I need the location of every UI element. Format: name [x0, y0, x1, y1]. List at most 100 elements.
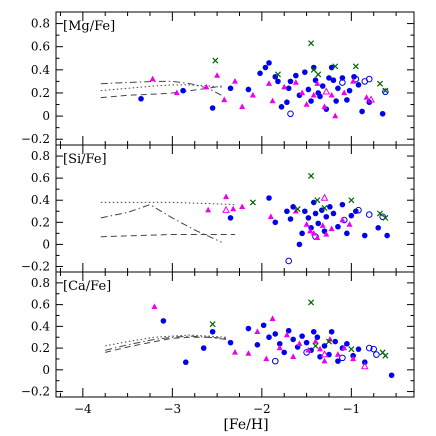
open-circle-point — [373, 351, 380, 358]
cross-point — [274, 71, 281, 78]
model-curve-dashed — [100, 234, 235, 238]
filled-circle-point — [355, 82, 362, 88]
filled-circle-point — [293, 72, 299, 79]
filled-circle-point — [330, 77, 337, 84]
panel-label: [Si/Fe] — [63, 152, 107, 167]
filled-circle-point — [332, 338, 339, 345]
cross-stroke — [314, 197, 321, 204]
filled-circle-point — [344, 97, 350, 103]
open-circle-point — [339, 354, 346, 362]
filled-circle-point — [310, 199, 317, 206]
triangle-point — [350, 77, 357, 84]
filled-circle-point — [275, 78, 281, 85]
triangle-point — [149, 75, 156, 82]
cross-point — [310, 66, 317, 73]
triangle-point — [310, 91, 317, 98]
filled-circle-point — [299, 230, 305, 237]
cross-stroke — [348, 197, 355, 204]
open-triangle-point — [360, 362, 369, 370]
triangle-point — [232, 77, 238, 84]
filled-circle-point — [276, 340, 283, 347]
y-tick-label: 0.8 — [31, 276, 50, 290]
filled-circle-point — [305, 215, 312, 221]
filled-circle-point — [323, 213, 330, 220]
y-tick-label: 0.2 — [31, 86, 50, 100]
filled-circle-point — [290, 336, 296, 343]
triangle-point — [314, 234, 321, 240]
triangle-point — [305, 346, 312, 353]
filled-circle-point — [272, 219, 279, 226]
y-tick-label: 0 — [42, 237, 50, 251]
cross-point — [308, 299, 315, 306]
y-tick-label: 0.6 — [31, 171, 50, 185]
cross-point — [382, 352, 389, 359]
x-tick-label: −4 — [74, 402, 92, 416]
x-tick-label: −2 — [253, 402, 271, 416]
open-circle-point — [339, 79, 346, 86]
filled-circle-point — [287, 78, 294, 85]
filled-circle-point — [335, 358, 341, 364]
filled-circle-point — [348, 212, 355, 219]
cross-stroke — [376, 210, 384, 217]
open-circle-point — [355, 206, 362, 214]
panel-3: −0.2 0 0.2 0.4 0.6 0.8 [Ca/Fe] — [21, 271, 415, 399]
filled-circle-point — [245, 325, 252, 332]
filled-circle-point — [312, 210, 319, 217]
panel-label: [Ca/Fe] — [63, 279, 111, 294]
triangle-point — [310, 229, 317, 236]
filled-circle-point — [333, 98, 339, 104]
cross-point — [209, 321, 216, 328]
model-curve-dash-dot — [100, 204, 222, 243]
triangle-point — [292, 79, 299, 85]
triangle-point — [341, 344, 348, 351]
filled-circle-point — [227, 339, 234, 346]
cross-stroke — [310, 66, 317, 73]
cross-point — [382, 214, 389, 221]
x-axis-title: [Fe/H] — [223, 417, 268, 433]
triangle-point — [350, 355, 357, 362]
y-tick-label: −0.2 — [21, 259, 50, 273]
triangle-point — [346, 221, 353, 227]
open-circle-point — [382, 88, 389, 96]
cross-stroke — [209, 321, 216, 328]
model-curve-dash-dot — [105, 335, 227, 351]
y-tick-label: 0.4 — [31, 63, 50, 77]
y-tick-label: 0.8 — [31, 17, 50, 31]
triangle-point — [249, 91, 256, 98]
filled-circle-point — [388, 372, 395, 379]
filled-circle-point — [315, 220, 322, 227]
open-circle-point — [370, 345, 378, 353]
cross-stroke — [352, 63, 359, 70]
open-circle-point — [379, 213, 386, 221]
x-tick-label: −1 — [342, 402, 360, 416]
triangle-point — [323, 231, 330, 237]
filled-circle-point — [200, 345, 207, 351]
x-tick-label: −3 — [163, 402, 181, 416]
cross-point — [308, 172, 315, 179]
model-curve-dotted — [105, 334, 227, 347]
open-triangle-point — [320, 193, 329, 201]
filled-circle-point — [339, 201, 346, 208]
filled-circle-point — [209, 105, 216, 111]
open-circle-point — [271, 357, 279, 365]
panels-group: −0.2 0 0.2 0.4 0.6 0.8 [Mg/Fe] −0.2 0 0.2 0.4 0.6 0.… — [21, 11, 415, 416]
open-triangle-point — [222, 205, 230, 213]
triangle-point — [314, 80, 321, 86]
cross-point — [348, 346, 355, 353]
cross-point — [325, 338, 332, 345]
filled-circle-point — [290, 204, 296, 210]
filled-circle-point — [299, 333, 305, 339]
triangle-point — [307, 227, 314, 234]
triangle-point — [276, 344, 283, 351]
filled-circle-point — [305, 86, 312, 93]
triangle-point — [263, 355, 270, 362]
triangle-point — [299, 89, 306, 96]
cross-stroke — [332, 63, 339, 70]
model-curve-dashed — [105, 336, 227, 353]
y-tick-label: 0.4 — [31, 319, 50, 333]
filled-circle-point — [344, 340, 350, 347]
triangle-point — [269, 97, 276, 104]
filled-circle-point — [296, 241, 303, 248]
cross-stroke — [308, 40, 315, 47]
filled-circle-point — [285, 85, 292, 92]
